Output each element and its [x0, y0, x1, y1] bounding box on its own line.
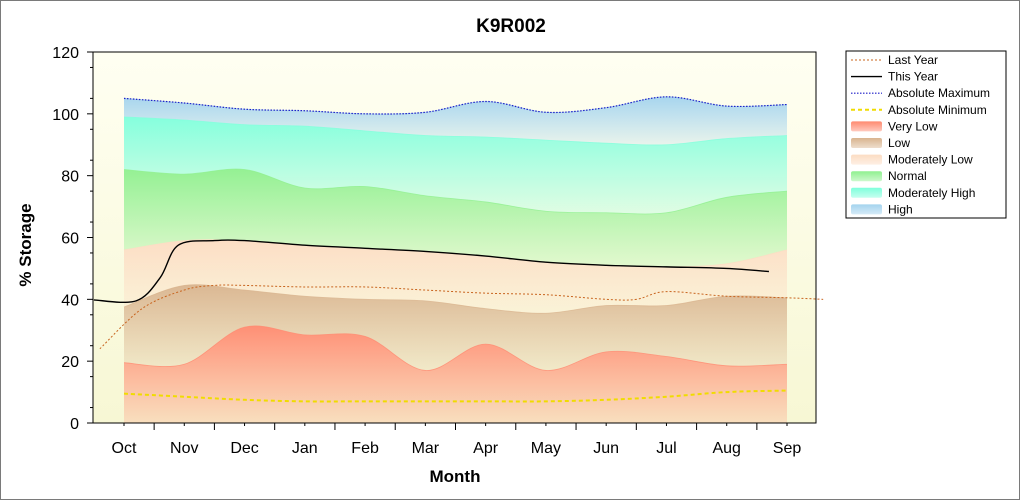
- legend-swatch: [851, 204, 882, 215]
- x-tick-label: Apr: [473, 440, 499, 457]
- x-tick-label: Jan: [292, 440, 318, 457]
- y-tick-label: 80: [61, 169, 79, 186]
- legend-item-very-low: Very Low: [851, 119, 938, 133]
- band-moderately-high: [124, 116, 787, 214]
- y-tick-label: 100: [52, 107, 79, 124]
- legend-item-low: Low: [851, 136, 910, 150]
- legend-label: This Year: [888, 70, 938, 84]
- legend-label: Moderately High: [888, 186, 975, 200]
- x-axis-title: Month: [430, 467, 481, 486]
- legend-label: Very Low: [888, 119, 938, 133]
- y-tick-label: 0: [70, 416, 79, 433]
- x-tick-label: Jul: [656, 440, 676, 457]
- band-edge-normal: [123, 168, 788, 215]
- series-absolute-minimum: [123, 389, 788, 403]
- legend-swatch: [851, 187, 882, 198]
- axes: 0 20 40 60 80 100 120 Oct Nov Dec Jan Feb Mar Apr May J…: [52, 45, 817, 457]
- legend-label: Moderately Low: [888, 153, 973, 167]
- band-edge-moderately-high: [123, 116, 788, 146]
- legend-item-high: High: [851, 202, 913, 216]
- legend-label: Normal: [888, 169, 927, 183]
- legend-swatch: [851, 154, 882, 165]
- legend-label: High: [888, 202, 913, 216]
- x-tick-label: Dec: [230, 440, 258, 457]
- legend-item-moderately-low: Moderately Low: [851, 153, 973, 167]
- legend-item-moderately-high: Moderately High: [851, 186, 975, 200]
- legend-label: Low: [888, 136, 910, 150]
- x-tick-label: Aug: [712, 440, 740, 457]
- legend-label: Absolute Maximum: [888, 86, 990, 100]
- legend-label: Last Year: [888, 53, 938, 67]
- x-tick-label: Oct: [112, 440, 137, 457]
- band-edge-high: [123, 96, 788, 115]
- band-moderately-low: [124, 239, 787, 314]
- band-edge-very-low: [123, 325, 788, 371]
- series-this-year: [93, 239, 769, 304]
- band-high: [124, 96, 787, 145]
- legend-item-normal: Normal: [851, 169, 927, 183]
- legend-swatch: [851, 138, 882, 148]
- band-normal: [124, 169, 787, 267]
- x-tick-label: Mar: [412, 440, 440, 457]
- x-tick-label: May: [531, 440, 561, 457]
- y-axis-title: % Storage: [16, 203, 35, 286]
- legend-swatch: [851, 171, 882, 182]
- band-edge-low: [123, 284, 788, 314]
- band-low: [124, 284, 787, 371]
- legend: Last Year This Year Absolute Maximum Absolu…: [845, 50, 1007, 219]
- y-tick-label: 120: [52, 45, 79, 62]
- x-tick-label: Nov: [170, 440, 198, 457]
- legend-label: Absolute Minimum: [888, 103, 987, 117]
- legend-item-absolute-minimum: Absolute Minimum: [851, 103, 987, 117]
- x-tick-label: Feb: [351, 440, 379, 457]
- x-tick-label: Jun: [593, 440, 619, 457]
- y-tick-label: 20: [61, 354, 79, 371]
- y-tick-label: 40: [61, 292, 79, 309]
- legend-swatch: [851, 121, 882, 132]
- y-tick-label: 60: [61, 231, 79, 248]
- x-tick-label: Sep: [773, 440, 802, 457]
- legend-item-absolute-maximum: Absolute Maximum: [851, 86, 990, 100]
- chart-title: K9R002: [476, 16, 546, 37]
- legend-item-this-year: This Year: [851, 70, 938, 84]
- series-last-year: [99, 284, 824, 350]
- plot-area: [93, 52, 824, 423]
- legend-item-last-year: Last Year: [851, 53, 938, 67]
